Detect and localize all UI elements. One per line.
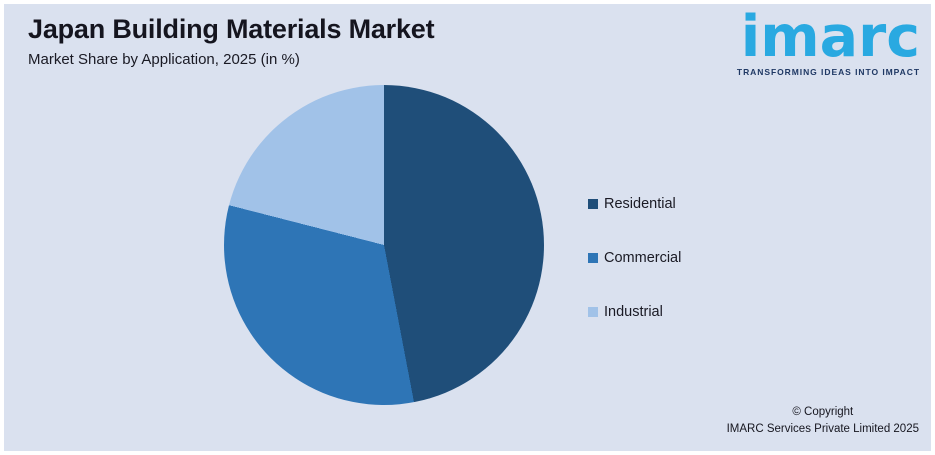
imarc-wordmark: imarc — [740, 4, 920, 70]
pie-chart — [224, 85, 544, 405]
legend-item-commercial: Commercial — [588, 249, 681, 267]
copyright-line2: IMARC Services Private Limited 2025 — [726, 423, 919, 435]
legend-item-industrial: Industrial — [588, 303, 681, 321]
imarc-tagline: TRANSFORMING IDEAS INTO IMPACT — [736, 66, 920, 77]
page-title: Japan Building Materials Market — [28, 14, 435, 44]
copyright-line1: © Copyright — [792, 406, 854, 418]
legend-label-residential: Residential — [604, 196, 676, 212]
imarc-logo: imarc TRANSFORMING IDEAS INTO IMPACT — [737, 6, 920, 77]
chart-legend: Residential Commercial Industrial — [588, 195, 681, 321]
legend-swatch-residential — [588, 199, 598, 209]
chart-canvas: Japan Building Materials Market Market S… — [4, 4, 931, 451]
chart-header: Japan Building Materials Market Market S… — [28, 13, 435, 69]
legend-label-industrial: Industrial — [604, 304, 663, 320]
legend-swatch-industrial — [588, 307, 598, 317]
legend-swatch-commercial — [588, 253, 598, 263]
page-subtitle: Market Share by Application, 2025 (in %) — [28, 51, 300, 69]
legend-label-commercial: Commercial — [604, 250, 682, 266]
legend-item-residential: Residential — [588, 195, 681, 213]
copyright-notice: © Copyright IMARC Services Private Limit… — [727, 404, 919, 438]
